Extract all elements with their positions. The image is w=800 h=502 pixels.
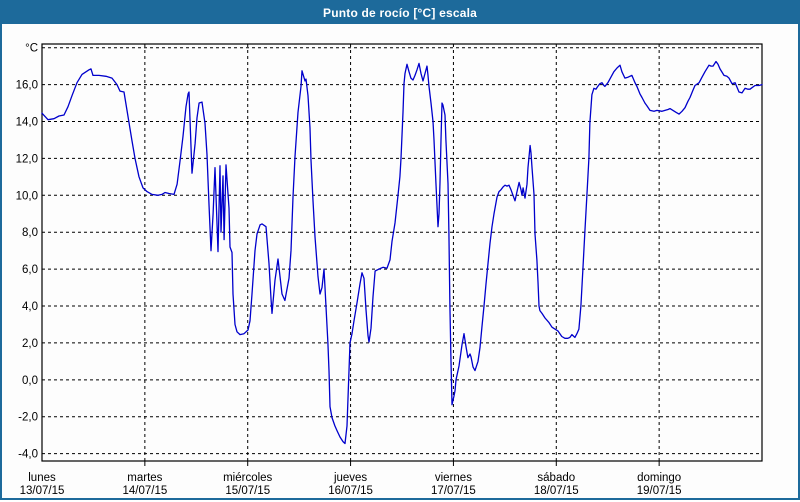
window-title: Punto de rocío [°C] escala — [322, 6, 478, 20]
x-axis-day-label: domingo — [637, 472, 681, 484]
x-axis-date-label: 14/07/15 — [122, 485, 167, 497]
x-axis-date-label: 15/07/15 — [225, 485, 270, 497]
title-bar[interactable]: Punto de rocío [°C] escala — [2, 2, 798, 24]
dewpoint-line — [41, 60, 763, 445]
x-axis-day-label: sábado — [537, 472, 575, 484]
y-axis-label: 8,0 — [22, 227, 38, 239]
y-axis-label: 12,0 — [16, 153, 38, 165]
y-axis-label: 0,0 — [22, 375, 38, 387]
x-axis-date-label: 19/07/15 — [637, 485, 682, 497]
y-axis-label: 10,0 — [16, 190, 38, 202]
x-axis-day-label: jueves — [333, 472, 367, 484]
x-axis-date-label: 18/07/15 — [534, 485, 579, 497]
y-axis-label: -2,0 — [18, 412, 38, 424]
y-axis-label: 14,0 — [16, 116, 38, 128]
y-axis-label: 4,0 — [22, 301, 38, 313]
y-axis-unit-label: °C — [25, 43, 38, 55]
x-axis-day-label: lunes — [28, 472, 56, 484]
y-axis-label: -4,0 — [18, 449, 38, 461]
y-axis-label: 2,0 — [22, 338, 38, 350]
x-axis-day-label: miércoles — [223, 472, 272, 484]
x-axis-day-label: martes — [127, 472, 162, 484]
x-axis-date-label: 16/07/15 — [328, 485, 373, 497]
y-axis-label: 16,0 — [16, 80, 38, 92]
plot-border — [41, 43, 763, 462]
x-axis-date-label: 17/07/15 — [431, 485, 476, 497]
x-axis-date-label: 13/07/15 — [20, 485, 65, 497]
y-axis-label: 6,0 — [22, 264, 38, 276]
x-axis-day-label: viernes — [435, 472, 472, 484]
